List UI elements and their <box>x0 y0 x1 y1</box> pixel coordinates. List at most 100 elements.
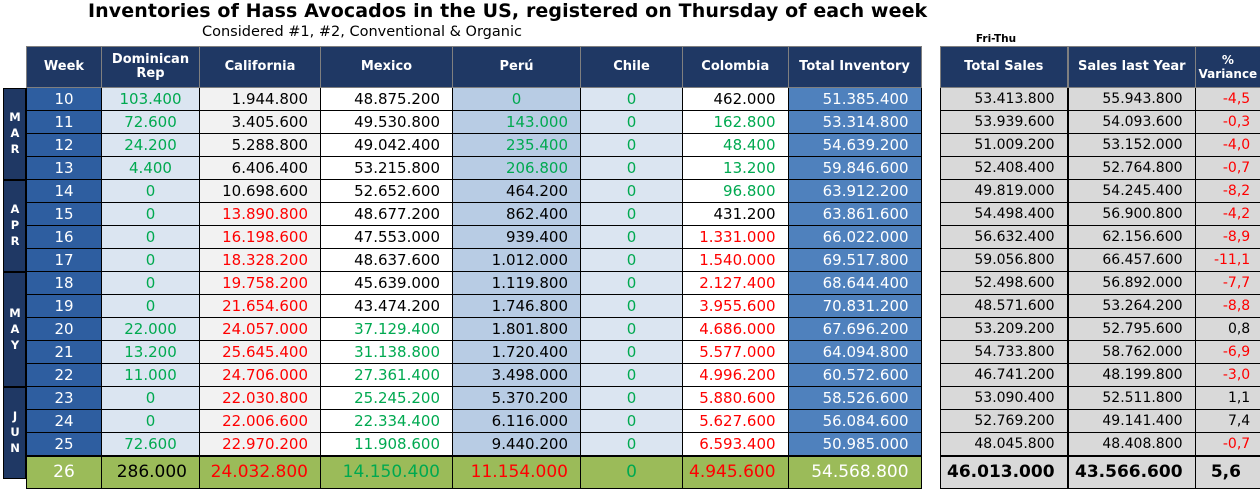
sales-row: 53.090.400 <box>940 386 1068 410</box>
header-sales-last-year: Sales last Year <box>1068 46 1196 88</box>
pct-variance-cell: -6,9 <box>1194 340 1260 364</box>
sales-last-year-cell: 54.093.600 <box>1068 110 1196 134</box>
california-cell: 24.032.800 <box>199 454 321 489</box>
sales-row: 53.209.200 <box>940 317 1068 341</box>
current-week-last-year-row: 43.566.600 5,6 <box>1068 454 1260 489</box>
colombia-cell: 5.627.600 <box>682 409 789 433</box>
total-sales-cell: 53.413.800 <box>940 87 1068 111</box>
total-sales-cell: 54.498.400 <box>940 202 1068 226</box>
dominican-rep-cell: 103.400 <box>101 87 200 111</box>
total-sales-cell: 46.741.200 <box>940 363 1068 387</box>
california-cell: 25.645.400 <box>199 340 321 364</box>
week-cell: 13 <box>26 156 102 180</box>
sales-last-year-cell: 66.457.600 <box>1068 248 1196 272</box>
week-cell: 24 <box>26 409 102 433</box>
week-cell: 16 <box>26 225 102 249</box>
header-peru: Perú <box>452 46 581 88</box>
month-label-mar: MAR <box>3 88 26 180</box>
week-cell: 11 <box>26 110 102 134</box>
mexico-cell: 43.474.200 <box>320 294 453 318</box>
pct-variance-cell: -11,1 <box>1194 248 1260 272</box>
mexico-cell: 45.639.000 <box>320 271 453 295</box>
mexico-cell: 49.530.800 <box>320 110 453 134</box>
last-year-row: 62.156.600 -8,9 <box>1068 225 1260 249</box>
last-year-row: 58.762.000 -6,9 <box>1068 340 1260 364</box>
sales-row: 52.408.400 <box>940 156 1068 180</box>
sales-row: 48.571.600 <box>940 294 1068 318</box>
peru-cell: 6.116.000 <box>452 409 581 433</box>
sales-row: 52.498.600 <box>940 271 1068 295</box>
pct-variance-cell: 5,6 <box>1194 454 1260 489</box>
total-sales-cell: 53.939.600 <box>940 110 1068 134</box>
week-row: 10 103.400 1.944.800 48.875.200 0 0 462.000 51.… <box>26 87 922 111</box>
week-row: 18 0 19.758.200 45.639.000 1.119.800 0 2.127.4… <box>26 271 922 295</box>
peru-cell: 1.801.800 <box>452 317 581 341</box>
header-mexico: Mexico <box>320 46 453 88</box>
sales-last-year-cell: 53.264.200 <box>1068 294 1196 318</box>
pct-variance-cell: -0,3 <box>1194 110 1260 134</box>
last-year-row: 52.511.800 1,1 <box>1068 386 1260 410</box>
total-inventory-cell: 54.568.800 <box>787 454 922 489</box>
pct-variance-cell: -4,0 <box>1194 133 1260 157</box>
total-sales-cell: 51.009.200 <box>940 133 1068 157</box>
sales-last-year-cell: 52.511.800 <box>1068 386 1196 410</box>
colombia-cell: 462.000 <box>682 87 789 111</box>
chile-cell: 0 <box>580 409 683 433</box>
total-inventory-cell: 50.985.000 <box>787 432 922 456</box>
total-inventory-cell: 51.385.400 <box>787 87 922 111</box>
month-label-may: MAY <box>3 272 26 387</box>
colombia-cell: 1.331.000 <box>682 225 789 249</box>
sales-last-year-cell: 58.762.000 <box>1068 340 1196 364</box>
inventory-header-row: Week Dominican Rep California Mexico Per… <box>26 46 922 88</box>
sales-row: 53.939.600 <box>940 110 1068 134</box>
chile-cell: 0 <box>580 179 683 203</box>
header-colombia: Colombia <box>682 46 789 88</box>
dominican-rep-cell: 24.200 <box>101 133 200 157</box>
month-label-jun: JUN <box>3 387 26 479</box>
total-sales-cell: 48.045.800 <box>940 432 1068 456</box>
dominican-rep-cell: 0 <box>101 202 200 226</box>
california-cell: 5.288.800 <box>199 133 321 157</box>
week-row: 12 24.200 5.288.800 49.042.400 235.400 0 48.40… <box>26 133 922 157</box>
colombia-cell: 6.593.400 <box>682 432 789 456</box>
last-year-row: 52.764.800 -0,7 <box>1068 156 1260 180</box>
peru-cell: 1.012.000 <box>452 248 581 272</box>
last-year-row: 55.943.800 -4,5 <box>1068 87 1260 111</box>
week-cell: 26 <box>26 454 102 489</box>
week-cell: 14 <box>26 179 102 203</box>
last-year-row: 52.795.600 0,8 <box>1068 317 1260 341</box>
week-row: 11 72.600 3.405.600 49.530.800 143.000 0 162.8… <box>26 110 922 134</box>
colombia-cell: 3.955.600 <box>682 294 789 318</box>
month-label-text: APR <box>8 202 22 250</box>
total-sales-cell: 49.819.000 <box>940 179 1068 203</box>
total-inventory-cell: 69.517.800 <box>787 248 922 272</box>
pct-variance-cell: -0,7 <box>1194 156 1260 180</box>
total-sales-cell: 54.733.800 <box>940 340 1068 364</box>
pct-variance-cell: -3,0 <box>1194 363 1260 387</box>
total-sales-cell: 46.013.000 <box>940 454 1068 489</box>
sales-row: 54.733.800 <box>940 340 1068 364</box>
week-row: 19 0 21.654.600 43.474.200 1.746.800 0 3.955.6… <box>26 294 922 318</box>
california-cell: 21.654.600 <box>199 294 321 318</box>
header-pct-variance: % Variance <box>1194 46 1260 88</box>
peru-cell: 3.498.000 <box>452 363 581 387</box>
last-year-row: 56.892.000 -7,7 <box>1068 271 1260 295</box>
total-inventory-cell: 63.861.600 <box>787 202 922 226</box>
chile-cell: 0 <box>580 110 683 134</box>
week-row: 13 4.400 6.406.400 53.215.800 206.800 0 13.200… <box>26 156 922 180</box>
sales-last-year-cell: 54.245.400 <box>1068 179 1196 203</box>
inventory-table: Week Dominican Rep California Mexico Per… <box>26 46 922 489</box>
mexico-cell: 11.908.600 <box>320 432 453 456</box>
week-row: 17 0 18.328.200 48.637.600 1.012.000 0 1.540.0… <box>26 248 922 272</box>
peru-cell: 143.000 <box>452 110 581 134</box>
california-cell: 18.328.200 <box>199 248 321 272</box>
colombia-cell: 96.800 <box>682 179 789 203</box>
page-title: Inventories of Hass Avocados in the US, … <box>88 0 928 22</box>
california-cell: 24.057.000 <box>199 317 321 341</box>
chile-cell: 0 <box>580 87 683 111</box>
mexico-cell: 31.138.800 <box>320 340 453 364</box>
chile-cell: 0 <box>580 156 683 180</box>
dominican-rep-cell: 0 <box>101 179 200 203</box>
california-cell: 22.970.200 <box>199 432 321 456</box>
mexico-cell: 53.215.800 <box>320 156 453 180</box>
